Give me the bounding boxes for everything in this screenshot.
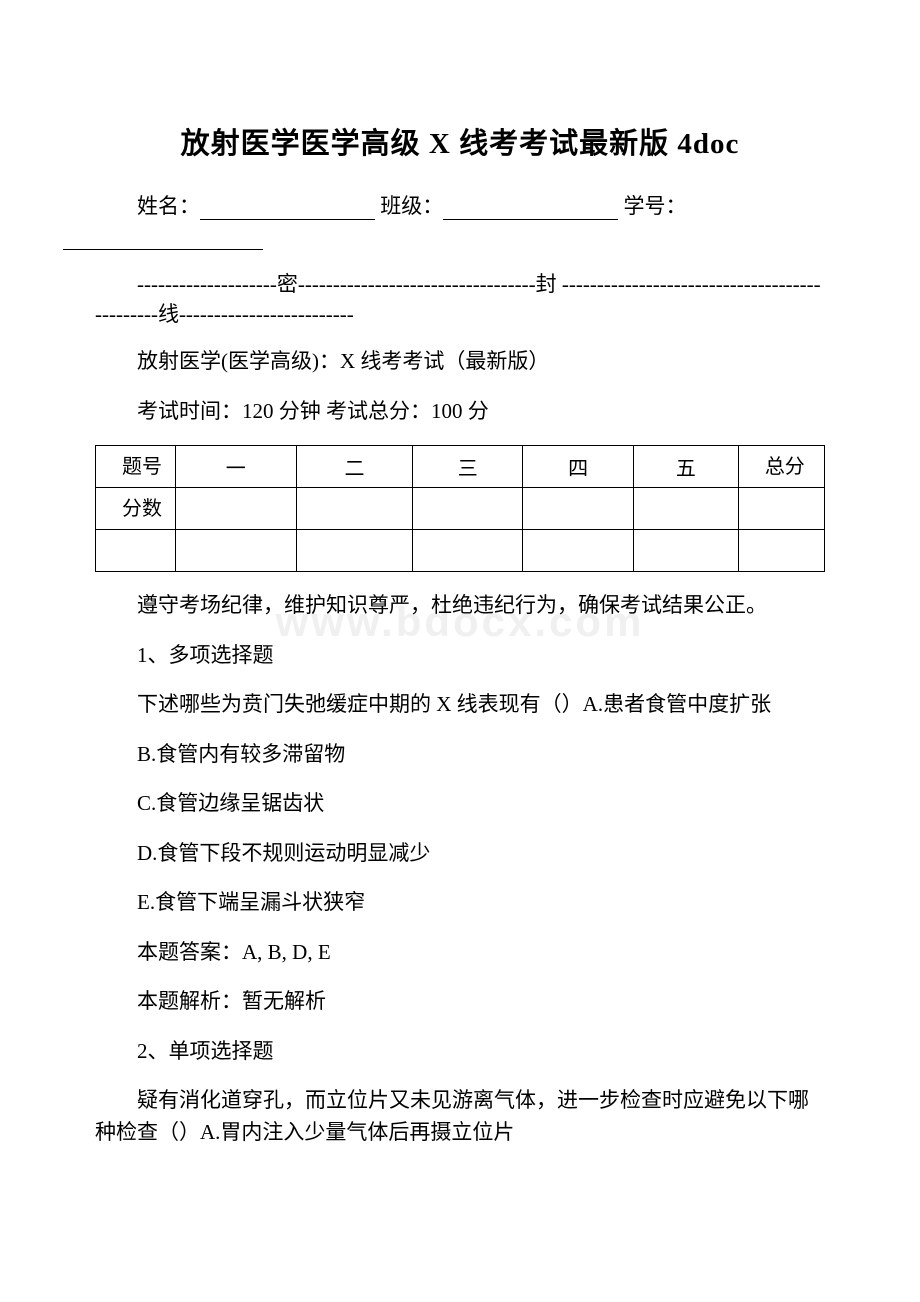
score-cell [175,488,297,530]
score-table: 题号 一 二 三 四 五 总分 分数 [95,445,825,572]
blank-cell [175,530,297,572]
q1-stem: 下述哪些为贲门失弛缓症中期的 X 线表现有（）A.患者食管中度扩张 [95,689,825,721]
header-cell-total: 总分 [738,446,824,488]
q1-option-c: C.食管边缘呈锯齿状 [95,788,825,820]
number-label: 学号： [624,194,687,218]
score-cell [523,488,633,530]
score-cell-label: 分数 [96,488,176,530]
number-blank-line [95,228,825,250]
header-cell-one: 一 [175,446,297,488]
class-blank [443,198,618,220]
table-row [96,530,825,572]
score-cell [412,488,522,530]
table-row: 题号 一 二 三 四 五 总分 [96,446,825,488]
header-cell-five: 五 [633,446,738,488]
q2-stem: 疑有消化道穿孔，而立位片又未见游离气体，进一步检查时应避免以下哪种检查（）A.胃… [95,1085,825,1148]
q1-option-d: D.食管下段不规则运动明显减少 [95,838,825,870]
name-blank [200,198,375,220]
document-title: 放射医学医学高级 X 线考考试最新版 4doc [95,120,825,162]
blank-cell [297,530,413,572]
discipline-note: 遵守考场纪律，维护知识尊严，杜绝违纪行为，确保考试结果公正。 [95,590,825,622]
score-cell [738,488,824,530]
page-container: 放射医学医学高级 X 线考考试最新版 4doc 姓名： 班级： 学号： ----… [95,120,825,1148]
blank-cell [96,530,176,572]
header-cell-label: 题号 [96,446,176,488]
header-cell-four: 四 [523,446,633,488]
name-label: 姓名： [137,194,200,218]
score-cell [297,488,413,530]
table-row: 分数 [96,488,825,530]
blank-cell [412,530,522,572]
blank-cell [523,530,633,572]
q1-option-b: B.食管内有较多滞留物 [95,739,825,771]
student-info-line: 姓名： 班级： 学号： [95,190,825,220]
q1-analysis: 本题解析：暂无解析 [95,986,825,1018]
subtitle: 放射医学(医学高级)：X 线考考试（最新版） [95,346,825,378]
class-label: 班级： [380,194,443,218]
exam-info: 考试时间：120 分钟 考试总分：100 分 [95,396,825,428]
q1-header: 1、多项选择题 [95,640,825,672]
seal-line: --------------------密-------------------… [95,268,825,328]
header-cell-three: 三 [412,446,522,488]
header-cell-two: 二 [297,446,413,488]
q1-option-e: E.食管下端呈漏斗状狭窄 [95,887,825,919]
blank-cell [633,530,738,572]
score-cell [633,488,738,530]
q1-answer: 本题答案：A, B, D, E [95,937,825,969]
q2-header: 2、单项选择题 [95,1036,825,1068]
discipline-wrap: www.bdocx.com 遵守考场纪律，维护知识尊严，杜绝违纪行为，确保考试结… [95,590,825,622]
blank-cell [738,530,824,572]
